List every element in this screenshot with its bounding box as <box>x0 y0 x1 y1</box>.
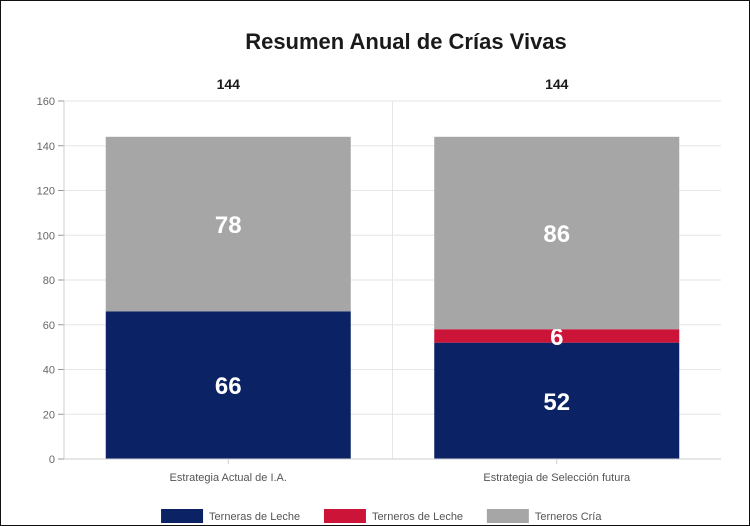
y-tick-label: 20 <box>43 409 55 421</box>
y-tick-label: 40 <box>43 365 55 377</box>
bar-segment-label: 66 <box>215 373 242 400</box>
bar-segment <box>434 136 680 330</box>
legend-swatch <box>486 509 529 523</box>
legend-swatch <box>161 509 204 523</box>
bar-total-label: 144 <box>217 76 241 92</box>
bar-segment <box>434 342 680 459</box>
bar-total-label: 144 <box>545 76 569 92</box>
legend-swatch <box>323 509 366 523</box>
bar-segment <box>434 329 680 343</box>
y-axis: 0 20 40 60 80 100 120 140 160 <box>37 96 65 466</box>
legend: Terneras de Leche Terneros de Leche Terner… <box>161 509 602 523</box>
bar-segment <box>105 136 351 312</box>
bar-segment-label: 86 <box>543 221 570 248</box>
bars: 66 78 52 6 86 <box>105 136 680 459</box>
y-tick-label: 0 <box>49 454 55 466</box>
y-tick-label: 140 <box>37 141 55 153</box>
x-tick-label: Estrategia de Selección futura <box>483 472 631 484</box>
bar-segment <box>105 311 351 459</box>
legend-label: Terneras de Leche <box>209 511 300 523</box>
y-tick-label: 80 <box>43 275 55 287</box>
bar-totals: 144 144 <box>217 76 569 92</box>
legend-label: Terneros de Leche <box>372 511 463 523</box>
y-tick-label: 100 <box>37 230 55 242</box>
y-tick-label: 60 <box>43 320 55 332</box>
x-tick-label: Estrategia Actual de I.A. <box>170 472 287 484</box>
bar-segment-label: 78 <box>215 212 242 239</box>
y-tick-label: 120 <box>37 186 55 198</box>
bar-segment-label: 6 <box>550 324 563 351</box>
bar-segment-label: 52 <box>543 389 570 416</box>
legend-label: Terneros Cría <box>535 511 603 523</box>
chart-title: Resumen Anual de Crías Vivas <box>245 29 567 54</box>
y-tick-label: 160 <box>37 96 55 108</box>
x-axis: Estrategia Actual de I.A. Estrategia de S… <box>64 458 721 484</box>
